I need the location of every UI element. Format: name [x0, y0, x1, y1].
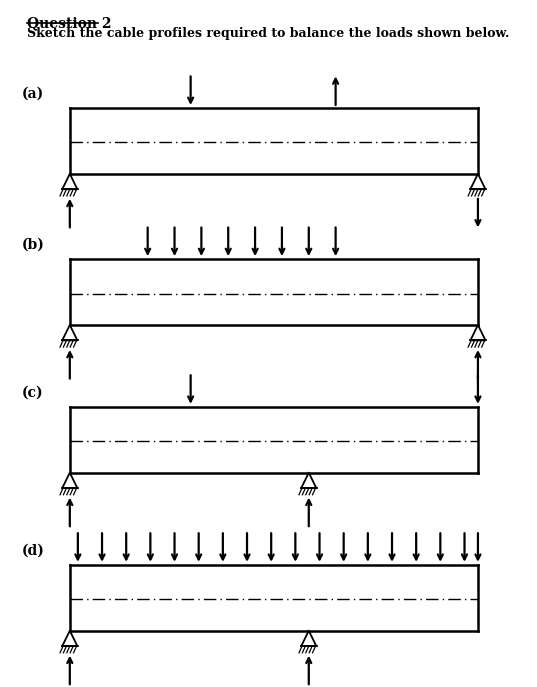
Text: Question 2: Question 2: [27, 16, 111, 30]
Text: (b): (b): [21, 238, 45, 252]
Text: Sketch the cable profiles required to balance the loads shown below.: Sketch the cable profiles required to ba…: [27, 27, 509, 41]
Text: (a): (a): [21, 87, 43, 101]
Text: (c): (c): [21, 386, 43, 400]
Text: (d): (d): [21, 544, 45, 558]
